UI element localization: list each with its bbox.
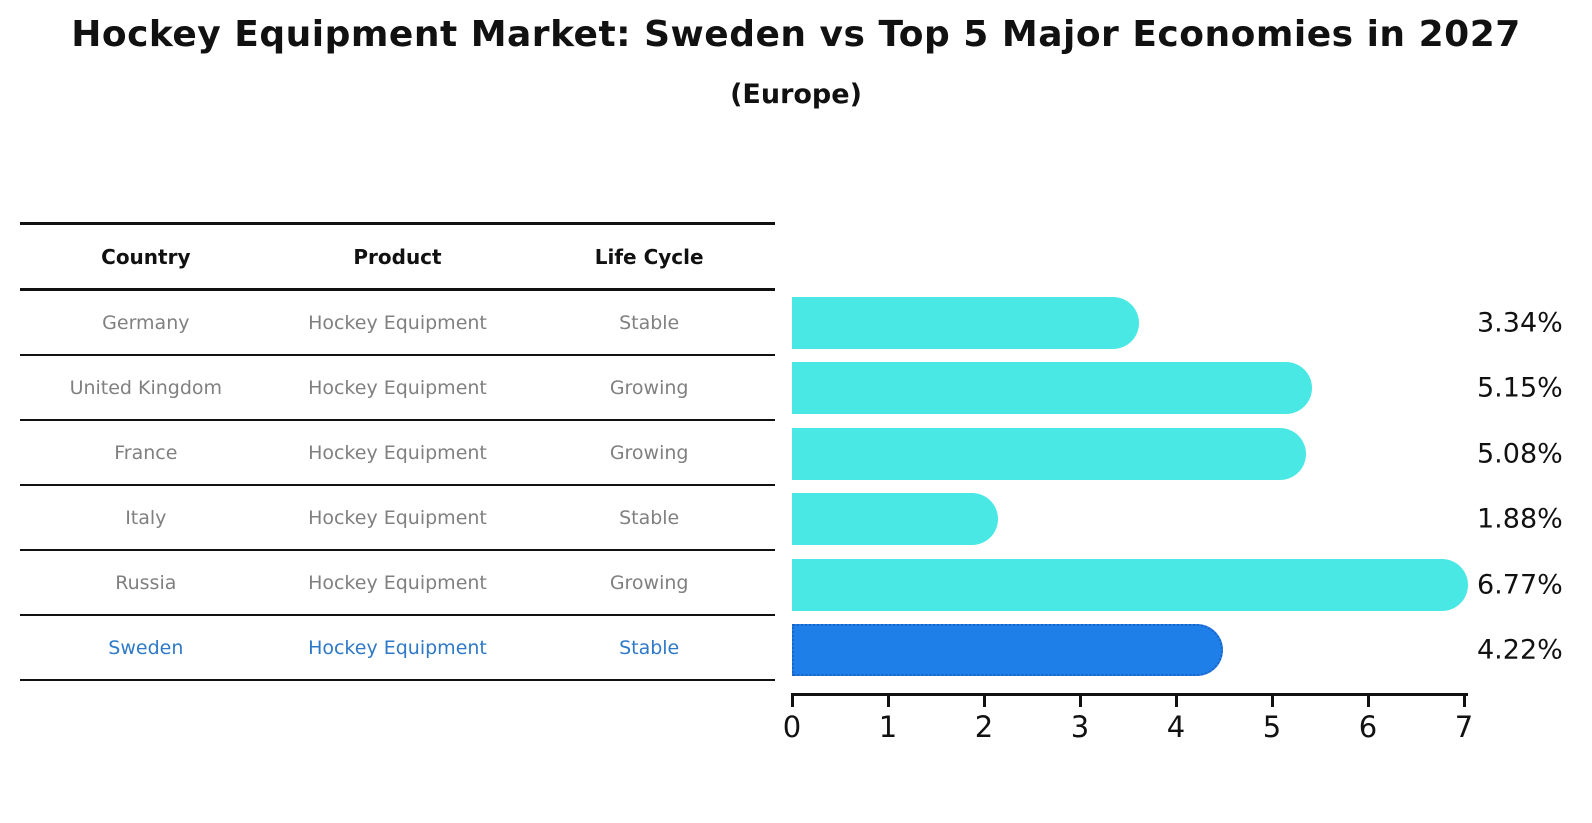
x-tick-label: 5	[1262, 710, 1282, 744]
table-row-france: France Hockey Equipment Growing	[20, 420, 775, 486]
col-header-product: Product	[271, 222, 524, 291]
x-tick-label: 3	[1070, 710, 1090, 744]
cell-country: Italy	[20, 485, 272, 551]
col-header-lifecycle: Life Cycle	[523, 222, 775, 291]
bar-germany	[792, 297, 1139, 349]
value-label-france: 5.08%	[1477, 438, 1563, 470]
value-label-germany: 3.34%	[1477, 307, 1563, 339]
cell-lifecycle: Growing	[523, 355, 775, 421]
cell-lifecycle: Growing	[523, 550, 775, 616]
x-tick	[1078, 693, 1082, 707]
value-label-sweden: 4.22%	[1477, 634, 1563, 666]
country-table-body: Germany Hockey Equipment Stable United K…	[20, 289, 775, 681]
cell-product: Hockey Equipment	[271, 355, 524, 421]
cell-product: Hockey Equipment	[271, 289, 524, 356]
x-tick	[1270, 693, 1274, 707]
country-table-header: Country Product Life Cycle	[20, 222, 775, 291]
cell-product: Hockey Equipment	[271, 420, 524, 486]
x-tick	[1462, 693, 1466, 707]
chart-subtitle: (Europe)	[730, 79, 862, 110]
header-row: Country Product Life Cycle	[20, 222, 775, 291]
x-tick-label: 0	[782, 710, 802, 744]
cell-lifecycle: Stable	[523, 485, 775, 551]
bar-russia	[792, 558, 1468, 611]
x-tick-label: 1	[878, 710, 898, 744]
x-tick	[886, 693, 890, 707]
cell-country: France	[20, 420, 272, 486]
x-tick	[790, 693, 794, 707]
cell-lifecycle: Growing	[523, 420, 775, 486]
cell-country: Russia	[20, 550, 272, 616]
bar-united-kingdom	[792, 362, 1313, 415]
x-tick-label: 6	[1358, 710, 1378, 744]
x-tick-label: 7	[1454, 710, 1474, 744]
x-tick	[1366, 693, 1370, 707]
cell-product: Hockey Equipment	[271, 485, 524, 551]
cell-product: Hockey Equipment	[271, 615, 524, 681]
table-row-italy: Italy Hockey Equipment Stable	[20, 485, 775, 551]
bar-italy	[792, 493, 999, 546]
cell-country: United Kingdom	[20, 355, 272, 421]
value-label-russia: 6.77%	[1477, 569, 1563, 601]
bar-france	[792, 427, 1306, 480]
x-tick	[1174, 693, 1178, 707]
country-table: Country Product Life Cycle Germany Hocke…	[20, 222, 775, 681]
table-row-germany: Germany Hockey Equipment Stable	[20, 289, 775, 356]
cell-lifecycle: Stable	[523, 289, 775, 356]
chart-title: Hockey Equipment Market: Sweden vs Top 5…	[71, 14, 1521, 55]
value-label-italy: 1.88%	[1477, 503, 1563, 535]
col-header-country: Country	[20, 222, 272, 291]
cell-lifecycle: Stable	[523, 615, 775, 681]
x-tick-label: 2	[974, 710, 994, 744]
table-row-russia: Russia Hockey Equipment Growing	[20, 550, 775, 616]
table-row-sweden: Sweden Hockey Equipment Stable	[20, 615, 775, 681]
value-label-united-kingdom: 5.15%	[1477, 372, 1563, 404]
x-axis-line	[792, 693, 1468, 696]
cell-product: Hockey Equipment	[271, 550, 524, 616]
x-tick-label: 4	[1166, 710, 1186, 744]
cell-country: Sweden	[20, 615, 272, 681]
table-row-united-kingdom: United Kingdom Hockey Equipment Growing	[20, 355, 775, 421]
bar-sweden	[792, 624, 1224, 676]
x-tick	[982, 693, 986, 707]
cell-country: Germany	[20, 289, 272, 356]
